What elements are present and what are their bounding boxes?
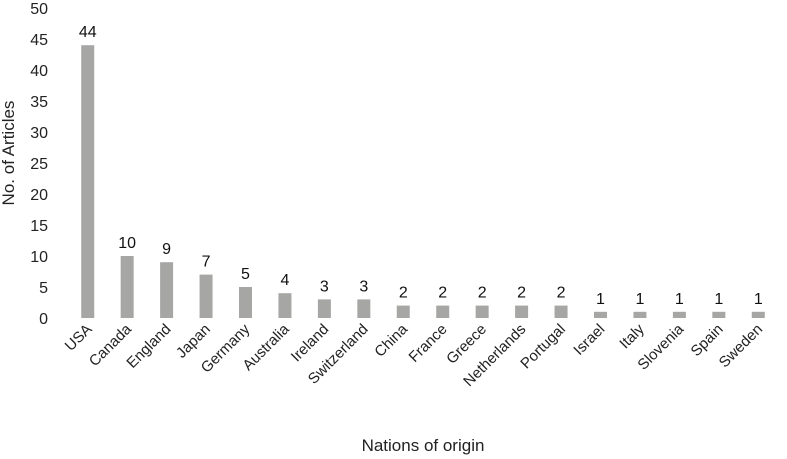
x-tick-label: USA — [62, 321, 96, 355]
x-tick-label: England — [123, 321, 174, 372]
x-axis-ticks: USACanadaEnglandJapanGermanyAustraliaIre… — [62, 320, 766, 390]
bar — [199, 274, 213, 318]
data-label: 2 — [557, 285, 566, 302]
bar — [554, 305, 568, 318]
y-tick-label: 30 — [30, 125, 48, 142]
data-label: 7 — [202, 254, 211, 271]
data-label: 2 — [438, 285, 447, 302]
bar — [712, 311, 726, 318]
y-tick-label: 15 — [30, 218, 48, 235]
y-tick-label: 25 — [30, 156, 48, 173]
data-labels: 44 10 9 7 5 4 3 3 2 2 2 2 2 1 1 1 1 1 — [79, 24, 763, 308]
y-tick-label: 5 — [39, 280, 48, 297]
data-label: 3 — [320, 278, 329, 295]
x-axis-label: Nations of origin — [362, 436, 485, 455]
data-label: 3 — [359, 278, 368, 295]
data-label: 1 — [714, 291, 723, 308]
bar — [633, 311, 647, 318]
data-label: 44 — [79, 24, 97, 41]
bar — [515, 305, 529, 318]
x-tick-label: France — [406, 321, 451, 366]
x-tick-label: Sweden — [716, 321, 766, 371]
data-label: 10 — [118, 235, 136, 252]
x-tick-label: Israel — [570, 321, 608, 359]
y-tick-label: 20 — [30, 187, 48, 204]
y-tick-label: 45 — [30, 32, 48, 49]
bar — [160, 262, 174, 318]
bar — [672, 311, 686, 318]
bar — [317, 299, 331, 318]
bar — [239, 287, 252, 318]
data-label: 2 — [517, 285, 526, 302]
bar — [81, 45, 95, 318]
data-label: 9 — [162, 241, 171, 258]
data-label: 5 — [241, 266, 250, 283]
bar — [436, 305, 450, 318]
data-label: 1 — [754, 291, 763, 308]
y-tick-label: 40 — [30, 63, 48, 80]
y-axis-label: No. of Articles — [0, 101, 18, 206]
data-label: 2 — [478, 285, 487, 302]
y-tick-label: 0 — [39, 311, 48, 328]
bar — [751, 311, 765, 318]
y-tick-label: 35 — [30, 94, 48, 111]
y-tick-label: 50 — [30, 1, 48, 18]
y-tick-label: 10 — [30, 249, 48, 266]
bar — [396, 305, 410, 318]
y-axis-ticks: 0 5 10 15 20 25 30 35 40 45 50 — [30, 1, 48, 328]
data-label: 1 — [675, 291, 684, 308]
data-label: 1 — [635, 291, 644, 308]
bar — [278, 293, 292, 318]
data-label: 2 — [399, 285, 408, 302]
bars — [81, 45, 765, 318]
x-tick-label: Italy — [616, 320, 648, 352]
bar — [120, 256, 134, 318]
bar — [475, 305, 489, 318]
data-label: 4 — [280, 272, 289, 289]
bar — [357, 299, 371, 318]
bar — [594, 311, 607, 318]
data-label: 1 — [596, 291, 605, 308]
